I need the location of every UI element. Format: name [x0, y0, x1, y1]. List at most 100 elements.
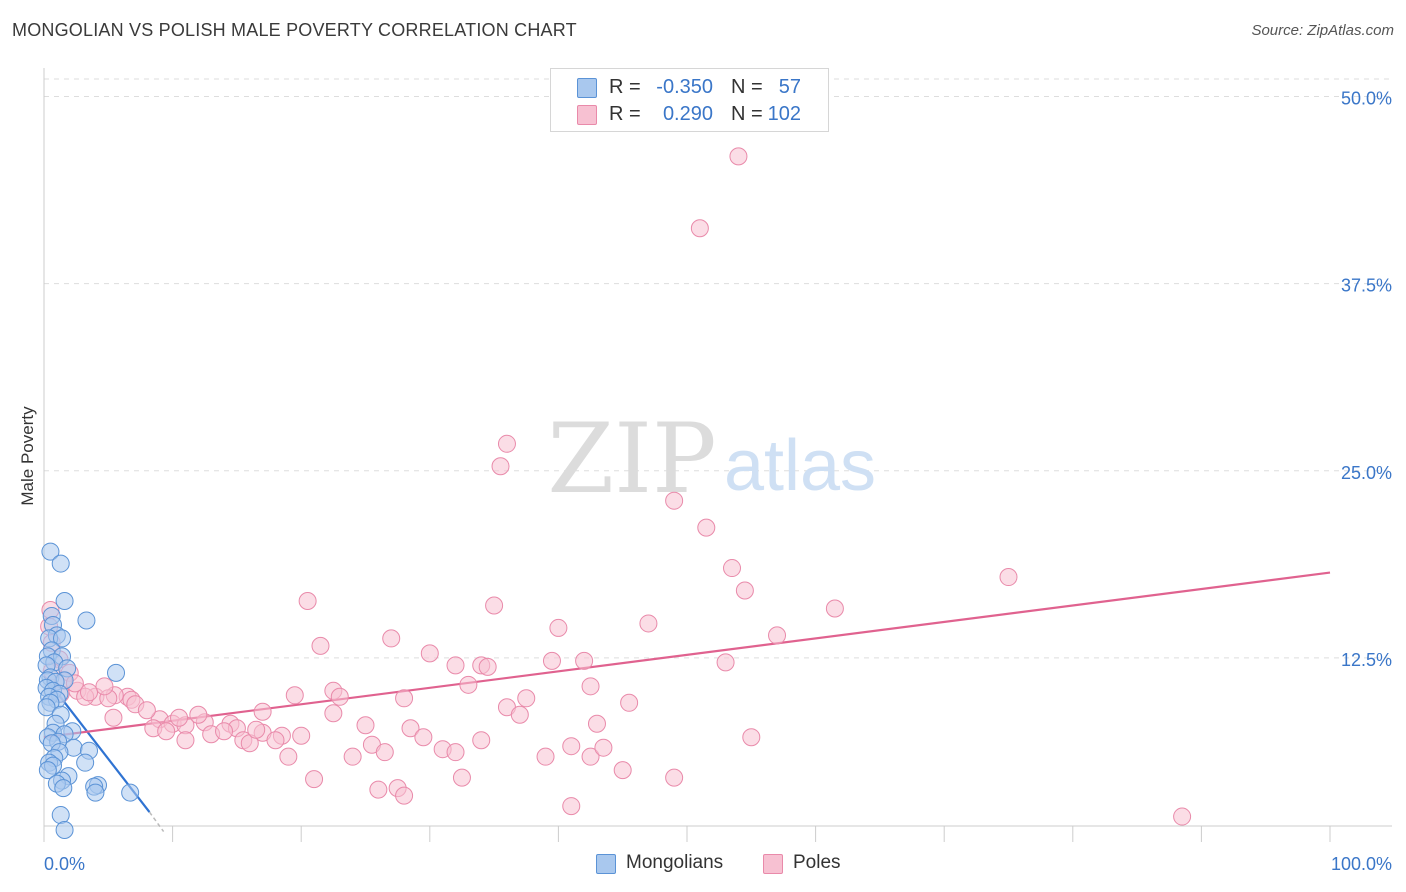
pole-point	[446, 743, 465, 762]
pole-point	[485, 596, 504, 615]
y-tick-label: 25.0%	[1341, 463, 1392, 483]
mongolian-point	[107, 663, 126, 682]
trend-lines	[43, 571, 1331, 832]
pole-point	[189, 705, 208, 724]
y-tick-label: 12.5%	[1341, 650, 1392, 670]
mongolian-point	[53, 629, 72, 648]
pole-point	[587, 714, 606, 733]
pole-point	[247, 720, 266, 739]
mongolian-point	[86, 783, 105, 802]
legend-n-label: N =	[731, 76, 763, 98]
source-credit: Source: ZipAtlas.com	[1251, 22, 1394, 39]
pole-point	[472, 731, 491, 750]
legend-r-value: -0.350	[656, 76, 713, 98]
mongolian-point	[121, 783, 140, 802]
pole-point	[305, 770, 324, 789]
x-tick-label: 100.0%	[1331, 854, 1392, 874]
mongolian-point	[37, 698, 56, 717]
pole-point	[401, 719, 420, 738]
pole-point	[665, 768, 684, 787]
mongolian-point	[55, 821, 74, 840]
pole-point	[742, 728, 761, 747]
axes	[43, 68, 1392, 842]
pole-point	[562, 797, 581, 816]
stats-legend: R = -0.350 N = 57 R = 0.290 N = 102	[550, 68, 829, 132]
pole-point	[735, 581, 754, 600]
pole-trend-line	[43, 571, 1331, 739]
pole-point	[292, 726, 311, 745]
pole-point	[369, 780, 388, 799]
pole-point	[446, 656, 465, 675]
pole-point	[414, 728, 433, 747]
pole-point	[176, 731, 195, 750]
pole-point	[723, 559, 742, 578]
chart-title: MONGOLIAN VS POLISH MALE POVERTY CORRELA…	[12, 20, 577, 40]
pole-point	[459, 675, 478, 694]
pole-point	[999, 568, 1018, 587]
mongolian-point	[77, 611, 96, 630]
pole-point	[542, 651, 561, 670]
pole-point	[478, 657, 497, 676]
y-tick-label: 50.0%	[1341, 89, 1392, 109]
pole-point	[285, 686, 304, 705]
pole-point	[562, 737, 581, 756]
pole-point	[729, 147, 748, 166]
pole-point	[594, 738, 613, 757]
pole-point	[620, 693, 639, 712]
pole-point	[324, 704, 343, 723]
pole-point	[343, 747, 362, 766]
pole-point	[581, 747, 600, 766]
mongolian-trend-extension	[148, 811, 165, 832]
y-tick-label: 37.5%	[1341, 276, 1392, 296]
pole-point	[137, 701, 156, 720]
pole-point	[517, 689, 536, 708]
watermark-zip: ZIP	[547, 403, 716, 515]
gridlines	[44, 78, 1392, 659]
series-legend: Mongolians Poles	[0, 852, 1406, 878]
mongolian-point	[55, 591, 74, 610]
pole-point	[253, 702, 272, 721]
legend-r-value: 0.290	[662, 103, 713, 125]
legend-row-mongolians: R = -0.350 N = 57	[551, 73, 828, 99]
pole-point	[311, 636, 330, 655]
pole-point	[690, 219, 709, 238]
legend-n-label: N =	[731, 103, 763, 125]
pole-point	[95, 677, 114, 696]
mongolian-point	[38, 761, 57, 780]
pole-point	[665, 491, 684, 510]
pole-point	[420, 644, 439, 663]
pole-point	[395, 786, 414, 805]
pole-point	[298, 591, 317, 610]
pole-point	[768, 626, 787, 645]
pole-point	[279, 747, 298, 766]
pole-point	[639, 614, 658, 633]
pole-point	[382, 629, 401, 648]
mongolian-point	[51, 554, 70, 573]
pole-point	[215, 722, 234, 741]
legend-label-poles: Poles	[793, 852, 841, 873]
watermark-atlas: atlas	[724, 426, 876, 506]
pole-point	[452, 768, 471, 787]
pole-point	[356, 716, 375, 735]
watermark: ZIP atlas	[547, 403, 876, 515]
legend-swatch-mongolians	[577, 78, 597, 98]
legend-swatch-poles	[577, 105, 597, 125]
pole-point	[157, 722, 176, 741]
mongolian-point	[51, 806, 70, 825]
mongolian-point	[76, 753, 95, 772]
pole-point	[575, 651, 594, 670]
legend-swatch-poles	[763, 854, 783, 874]
legend-row-poles: R = 0.290 N = 102	[551, 100, 828, 126]
pole-point	[581, 677, 600, 696]
legend-n-value: 57	[778, 76, 801, 98]
pole-point	[613, 761, 632, 780]
pole-point	[1173, 807, 1192, 826]
pole-point	[716, 653, 735, 672]
legend-swatch-mongolians	[596, 854, 616, 874]
legend-n-value: 102	[767, 103, 801, 125]
x-tick-label: 0.0%	[44, 854, 85, 874]
mongolian-point	[54, 779, 73, 798]
pole-point	[170, 708, 189, 727]
legend-r-label: R =	[609, 103, 641, 125]
tick-labels: 12.5% 25.0% 37.5% 50.0% 0.0% 100.0%	[44, 89, 1392, 875]
